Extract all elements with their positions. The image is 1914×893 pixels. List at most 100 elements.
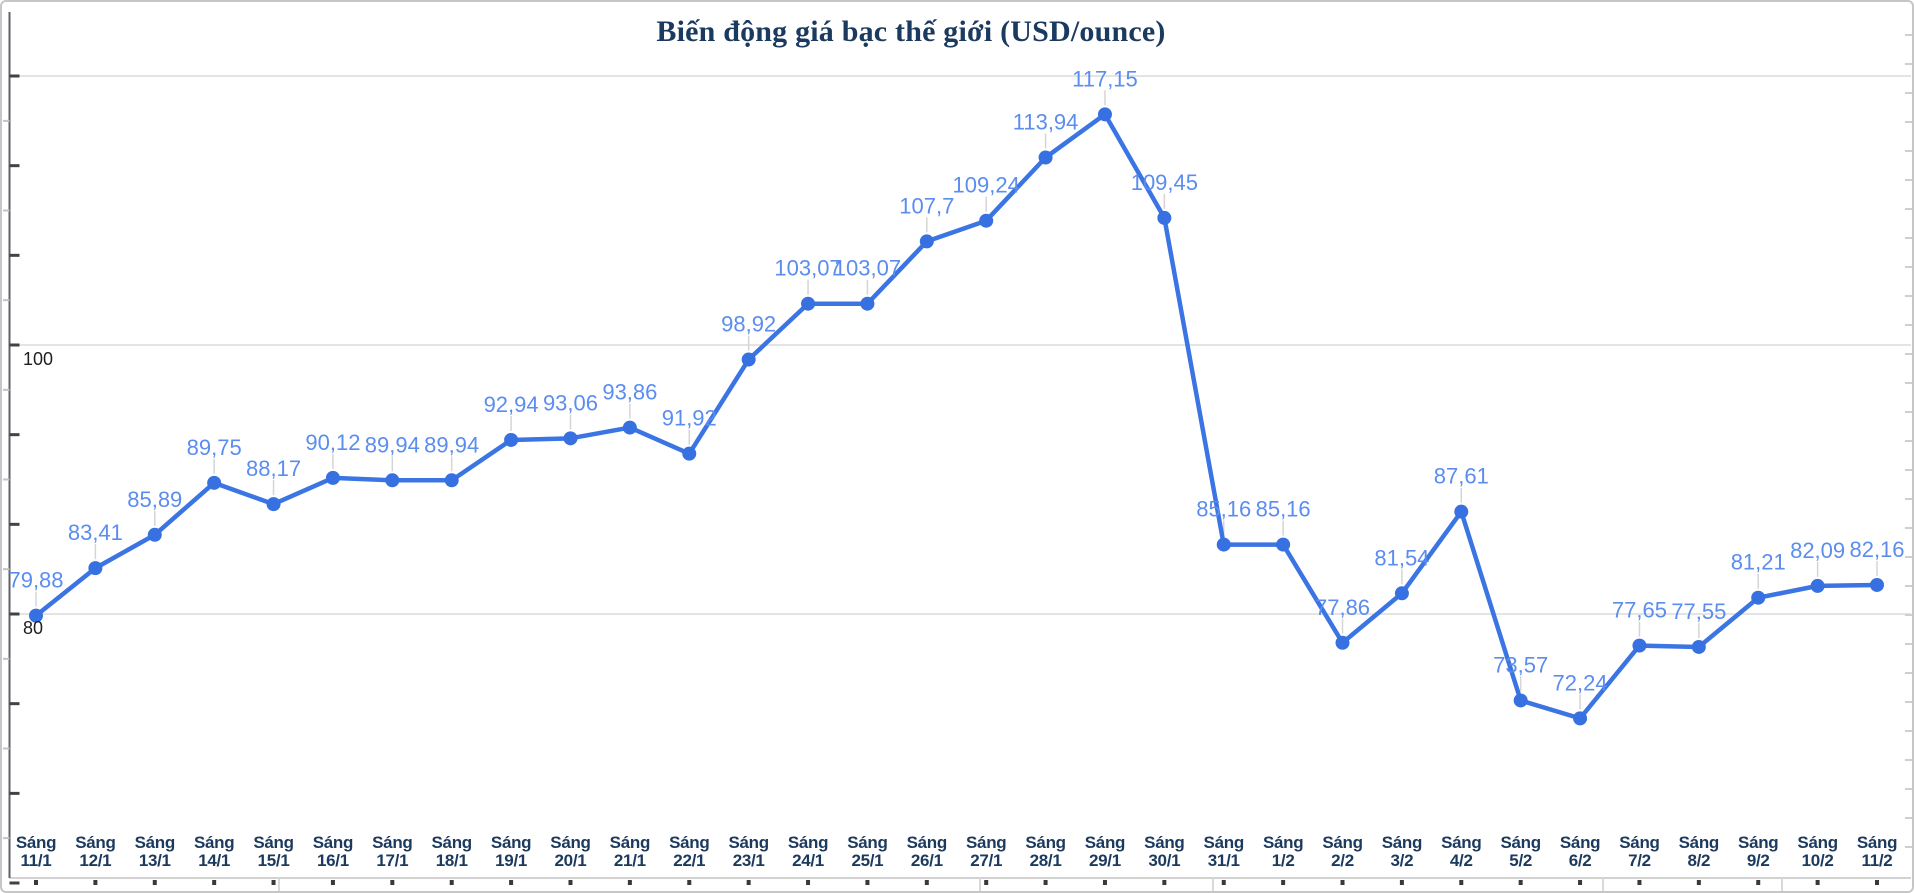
data-point-label: 79,88 bbox=[8, 568, 63, 593]
data-point-label: 77,86 bbox=[1315, 595, 1370, 620]
data-point-label: 89,94 bbox=[365, 432, 420, 457]
data-point-label: 81,54 bbox=[1374, 545, 1429, 570]
x-axis-label: Sáng 15/1 bbox=[253, 833, 294, 870]
x-axis-label: Sáng 9/2 bbox=[1738, 833, 1779, 870]
data-point[interactable] bbox=[563, 431, 578, 446]
data-point[interactable] bbox=[1335, 635, 1350, 650]
x-axis-label: Sáng 12/1 bbox=[75, 833, 116, 870]
x-axis-label: Sáng 22/1 bbox=[669, 833, 710, 870]
data-point[interactable] bbox=[504, 432, 519, 447]
series-line-silver-price bbox=[33, 112, 1880, 721]
data-point[interactable] bbox=[1691, 639, 1706, 654]
x-axis-label: Sáng 3/2 bbox=[1381, 833, 1423, 870]
data-point[interactable] bbox=[1394, 586, 1409, 601]
x-axis-label: Sáng 27/1 bbox=[966, 833, 1007, 870]
data-point-label: 98,92 bbox=[721, 312, 776, 337]
x-axis-label: Sáng 7/2 bbox=[1619, 833, 1660, 870]
x-axis-label: Sáng 1/2 bbox=[1262, 833, 1304, 870]
x-axis-label: Sáng 6/2 bbox=[1559, 833, 1601, 870]
x-axis-label: Sáng 16/1 bbox=[312, 833, 354, 870]
data-point[interactable] bbox=[1751, 590, 1766, 605]
x-axis-label: Sáng 14/1 bbox=[193, 833, 235, 870]
data-point[interactable] bbox=[1216, 537, 1231, 552]
data-point-label: 113,94 bbox=[1013, 110, 1079, 135]
data-point-label: 89,94 bbox=[424, 432, 479, 457]
x-axis-label: Sáng 5/2 bbox=[1500, 833, 1541, 870]
data-point[interactable] bbox=[682, 446, 697, 461]
y-axis-tick-label-80: 80 bbox=[23, 618, 44, 638]
data-point-label: 117,15 bbox=[1072, 66, 1138, 91]
data-point-label: 93,06 bbox=[543, 390, 598, 415]
x-axis-label: Sáng 8/2 bbox=[1678, 833, 1720, 870]
x-axis-label: Sáng 10/2 bbox=[1797, 833, 1838, 870]
data-point-label: 82,16 bbox=[1849, 537, 1904, 562]
data-point[interactable] bbox=[1038, 150, 1053, 165]
x-axis-label: Sáng 30/1 bbox=[1144, 833, 1185, 870]
data-point-label: 83,41 bbox=[68, 520, 123, 545]
data-point[interactable] bbox=[207, 475, 222, 490]
data-point-label: 85,16 bbox=[1196, 497, 1251, 522]
data-point[interactable] bbox=[266, 497, 281, 512]
data-point-label: 93,86 bbox=[602, 380, 657, 405]
data-point[interactable] bbox=[1573, 711, 1588, 726]
data-point[interactable] bbox=[385, 473, 400, 488]
x-axis-label: Sáng 19/1 bbox=[490, 833, 532, 870]
y-axis-tick-label-100: 100 bbox=[23, 349, 54, 369]
data-point[interactable] bbox=[919, 234, 934, 249]
x-axis-label: Sáng 18/1 bbox=[431, 833, 473, 870]
data-point[interactable] bbox=[860, 296, 875, 311]
data-point[interactable] bbox=[1454, 504, 1469, 519]
data-point-label: 107,7 bbox=[899, 193, 954, 218]
data-point[interactable] bbox=[444, 473, 459, 488]
data-point[interactable] bbox=[1810, 578, 1825, 593]
data-point[interactable] bbox=[1870, 577, 1884, 592]
x-axis-label: Sáng 20/1 bbox=[550, 833, 591, 870]
data-point[interactable] bbox=[979, 213, 994, 228]
data-point-label: 103,07 bbox=[774, 256, 841, 281]
data-point[interactable] bbox=[1513, 693, 1528, 708]
x-axis-label: Sáng 21/1 bbox=[609, 833, 651, 870]
data-point-label: 90,12 bbox=[305, 430, 360, 455]
x-axis-label: Sáng 11/2 bbox=[1856, 833, 1898, 870]
data-point-label: 73,57 bbox=[1493, 652, 1548, 677]
data-point[interactable] bbox=[88, 561, 103, 576]
x-axis-label: Sáng 28/1 bbox=[1025, 833, 1066, 870]
x-axis-label: Sáng 24/1 bbox=[787, 833, 829, 870]
data-point-label: 103,07 bbox=[834, 256, 901, 281]
data-point[interactable] bbox=[1157, 210, 1172, 225]
x-axis-label: Sáng 13/1 bbox=[134, 833, 176, 870]
data-point-label: 85,16 bbox=[1256, 497, 1311, 522]
data-point-label: 77,65 bbox=[1612, 598, 1667, 623]
x-axis-label: Sáng 25/1 bbox=[847, 833, 888, 870]
data-point-label: 88,17 bbox=[246, 456, 301, 481]
data-point-label: 82,09 bbox=[1790, 538, 1845, 563]
data-point-label: 87,61 bbox=[1434, 464, 1489, 489]
x-axis-label: Sáng 11/1 bbox=[15, 833, 57, 870]
data-point[interactable] bbox=[622, 420, 637, 435]
data-point-label: 89,75 bbox=[187, 435, 242, 460]
data-point[interactable] bbox=[801, 296, 816, 311]
chart-title: Biến động giá bạc thế giới (USD/ounce) bbox=[656, 15, 1166, 48]
data-point-label: 109,45 bbox=[1131, 170, 1198, 195]
data-point-label: 91,92 bbox=[662, 406, 717, 431]
x-axis-label: Sáng 4/2 bbox=[1441, 833, 1482, 870]
data-point[interactable] bbox=[147, 527, 162, 542]
x-axis-label: Sáng 17/1 bbox=[372, 833, 413, 870]
data-point[interactable] bbox=[1632, 638, 1647, 653]
x-axis-label: Sáng 26/1 bbox=[906, 833, 948, 870]
data-point[interactable] bbox=[325, 470, 340, 485]
data-point[interactable] bbox=[741, 352, 756, 367]
x-axis-label: Sáng 23/1 bbox=[728, 833, 769, 870]
data-point[interactable] bbox=[29, 608, 43, 623]
data-point[interactable] bbox=[1097, 107, 1112, 122]
data-point-label: 109,24 bbox=[953, 173, 1020, 198]
data-point[interactable] bbox=[1276, 537, 1291, 552]
data-point-label: 72,24 bbox=[1553, 670, 1608, 695]
x-axis-label: Sáng 2/2 bbox=[1322, 833, 1363, 870]
x-axis-label: Sáng 31/1 bbox=[1203, 833, 1245, 870]
data-point-label: 85,89 bbox=[127, 487, 182, 512]
x-axis-label: Sáng 29/1 bbox=[1084, 833, 1126, 870]
data-point-label: 77,55 bbox=[1671, 599, 1726, 624]
